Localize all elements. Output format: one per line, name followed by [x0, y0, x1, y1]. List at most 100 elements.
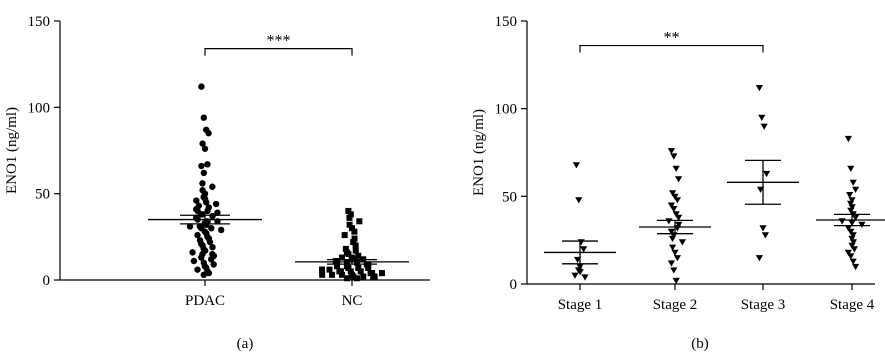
data-point-0-1-15 — [355, 252, 362, 259]
data-point-1-3-13 — [858, 221, 866, 228]
data-point-0-1-3 — [356, 218, 363, 225]
data-point-0-1-42 — [319, 271, 326, 278]
data-point-1-3-22 — [847, 253, 855, 260]
data-point-0-0-6 — [204, 161, 211, 168]
significance-label-0-0: *** — [267, 33, 291, 50]
data-point-0-0-58 — [210, 261, 217, 268]
data-point-0-1-2 — [346, 214, 353, 221]
data-point-0-1-11 — [342, 245, 349, 252]
data-point-0-0-4 — [199, 140, 206, 147]
data-point-0-0-47 — [209, 243, 216, 251]
data-point-1-3-11 — [838, 218, 846, 225]
data-point-0-1-1 — [347, 211, 354, 218]
data-point-0-1-8 — [351, 235, 358, 242]
data-point-0-0-5 — [201, 145, 209, 152]
x-tick-label-1-3: Stage 4 — [830, 297, 875, 313]
data-point-1-1-18 — [669, 244, 677, 251]
data-point-0-1-0 — [345, 207, 352, 214]
data-point-0-1-21 — [334, 258, 341, 265]
data-point-1-3-19 — [848, 242, 856, 249]
data-point-1-3-10 — [852, 214, 860, 221]
data-point-0-1-35 — [337, 268, 344, 275]
data-point-0-0-50 — [189, 249, 196, 256]
x-tick-label-1-0: Stage 1 — [558, 297, 603, 313]
data-point-0-1-4 — [346, 221, 353, 228]
y-tick-label-1-0: 0 — [510, 277, 518, 293]
y-tick-label-0-0: 0 — [43, 273, 51, 289]
data-point-1-3-6 — [847, 200, 855, 207]
data-point-1-1-5 — [671, 193, 679, 200]
data-point-1-3-15 — [847, 228, 855, 235]
y-tick-label-1-3: 150 — [495, 14, 518, 30]
data-point-0-1-50 — [344, 275, 351, 282]
data-point-0-0-1 — [200, 114, 207, 121]
x-tick-label-1-2: Stage 3 — [741, 297, 786, 313]
data-point-0-1-6 — [351, 228, 358, 235]
data-point-1-0-8 — [571, 272, 579, 279]
data-point-0-1-36 — [347, 268, 354, 275]
data-point-1-1-1 — [670, 153, 678, 160]
y-tick-label-0-3: 150 — [28, 14, 51, 30]
data-point-1-3-4 — [846, 192, 854, 199]
data-point-0-0-3 — [205, 130, 212, 137]
data-point-1-0-9 — [581, 274, 589, 281]
data-point-0-1-37 — [357, 268, 364, 275]
y-axis-title-0: ENO1 (ng/ml) — [4, 107, 20, 194]
data-point-1-3-18 — [849, 239, 857, 246]
y-tick-label-0-2: 100 — [28, 100, 51, 116]
data-point-0-1-26 — [334, 263, 340, 270]
data-point-0-0-64 — [200, 271, 207, 279]
data-point-0-1-49 — [371, 273, 378, 280]
data-point-0-0-10 — [209, 183, 216, 190]
data-point-1-1-12 — [675, 221, 683, 228]
data-point-0-0-15 — [193, 197, 200, 204]
data-point-0-1-30 — [365, 264, 372, 271]
data-point-0-0-56 — [190, 257, 198, 265]
data-point-0-1-32 — [319, 266, 325, 273]
data-point-1-0-5 — [576, 263, 584, 271]
panel-label-1: (b) — [691, 336, 709, 352]
data-point-1-3-7 — [848, 204, 856, 211]
data-point-0-1-44 — [338, 271, 345, 278]
data-point-0-0-0 — [198, 83, 205, 90]
data-point-1-2-5 — [759, 225, 767, 232]
data-point-1-2-6 — [761, 232, 769, 239]
data-point-0-0-33 — [186, 223, 194, 230]
data-point-0-1-23 — [353, 259, 360, 266]
data-point-0-1-43 — [329, 271, 336, 278]
data-point-1-0-7 — [576, 269, 584, 276]
data-point-1-3-20 — [850, 246, 858, 253]
data-point-1-0-1 — [575, 197, 583, 204]
significance-bracket-1-0 — [579, 44, 764, 53]
data-point-1-1-0 — [667, 148, 675, 155]
y-tick-label-0-1: 50 — [35, 187, 50, 203]
data-point-0-0-25 — [199, 211, 206, 218]
data-point-1-1-9 — [672, 211, 680, 218]
data-point-1-2-3 — [763, 170, 771, 178]
data-point-0-1-46 — [350, 273, 357, 280]
data-point-0-1-9 — [350, 239, 357, 246]
data-point-1-3-17 — [848, 235, 856, 242]
data-point-1-2-0 — [755, 85, 763, 92]
x-tick-label-0-0: PDAC — [185, 293, 225, 309]
data-point-1-3-5 — [848, 197, 856, 204]
y-tick-label-1-1: 50 — [502, 189, 517, 205]
data-point-1-1-10 — [675, 214, 683, 221]
data-point-1-3-8 — [847, 207, 855, 214]
data-point-1-2-7 — [755, 255, 763, 262]
data-point-0-0-7 — [198, 162, 205, 170]
data-point-0-1-16 — [338, 254, 345, 261]
significance-label-1-0: ** — [664, 30, 680, 47]
data-point-1-0-3 — [580, 246, 588, 253]
data-point-0-1-10 — [352, 242, 359, 249]
data-point-0-0-55 — [207, 256, 215, 263]
data-point-1-3-3 — [852, 186, 860, 193]
data-point-0-0-63 — [205, 269, 213, 277]
data-point-0-1-28 — [345, 264, 352, 271]
data-point-0-0-26 — [209, 212, 216, 220]
data-point-1-3-14 — [844, 225, 852, 232]
data-point-0-0-22 — [204, 207, 211, 215]
data-point-1-1-6 — [673, 197, 681, 204]
data-point-1-0-0 — [572, 162, 580, 169]
